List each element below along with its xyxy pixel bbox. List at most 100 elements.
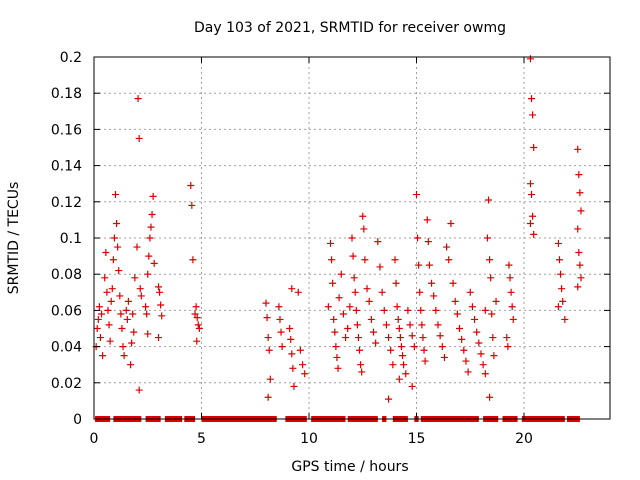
data-point xyxy=(393,303,401,311)
data-point xyxy=(468,303,476,311)
data-point xyxy=(133,243,141,251)
data-point xyxy=(555,256,563,264)
data-point xyxy=(453,310,461,318)
data-point xyxy=(481,306,489,314)
data-point xyxy=(290,382,298,390)
data-point xyxy=(485,196,493,204)
data-point xyxy=(288,350,296,358)
data-point xyxy=(505,261,513,269)
data-point xyxy=(526,55,534,63)
data-point xyxy=(137,292,145,300)
data-point xyxy=(443,243,451,251)
data-point xyxy=(391,256,399,264)
data-point xyxy=(359,212,367,220)
data-point xyxy=(339,310,347,318)
data-point xyxy=(365,297,373,305)
data-point xyxy=(475,339,483,347)
data-point xyxy=(155,334,162,342)
data-point xyxy=(264,393,272,401)
data-point xyxy=(98,310,106,318)
data-point xyxy=(157,301,165,309)
data-point xyxy=(434,321,442,329)
data-point xyxy=(287,335,295,343)
data-point xyxy=(103,288,111,296)
data-point xyxy=(332,343,340,351)
data-point xyxy=(124,297,132,305)
data-point xyxy=(115,267,123,275)
data-point xyxy=(575,248,583,256)
data-point xyxy=(349,252,357,260)
data-point xyxy=(374,238,382,246)
data-point xyxy=(194,321,202,329)
data-point xyxy=(423,216,431,224)
data-point xyxy=(114,243,122,251)
data-point xyxy=(424,238,432,246)
data-point xyxy=(408,332,416,340)
data-point xyxy=(191,310,199,318)
data-point xyxy=(112,191,119,199)
data-point xyxy=(296,346,304,354)
data-point xyxy=(144,270,152,278)
data-point xyxy=(361,256,369,264)
data-point xyxy=(481,370,489,378)
data-point xyxy=(351,288,359,296)
x-tick-label: 15 xyxy=(408,431,426,447)
data-point xyxy=(328,256,336,264)
data-point xyxy=(399,352,407,360)
data-point xyxy=(420,346,428,354)
data-point xyxy=(575,171,583,179)
data-point xyxy=(413,191,420,199)
data-point xyxy=(333,353,341,361)
data-point xyxy=(294,288,302,296)
data-point xyxy=(483,234,491,242)
data-point xyxy=(576,261,584,269)
data-point xyxy=(342,334,350,342)
y-tick-label: 0.08 xyxy=(51,267,82,283)
y-tick-label: 0 xyxy=(73,412,82,428)
data-point xyxy=(438,343,446,351)
data-point xyxy=(419,334,427,342)
data-point xyxy=(358,368,366,376)
data-point xyxy=(193,314,201,322)
data-point xyxy=(385,395,393,403)
data-point xyxy=(131,274,139,282)
data-point xyxy=(458,335,466,343)
data-point xyxy=(142,303,150,311)
data-point xyxy=(414,234,422,242)
data-point xyxy=(406,321,414,329)
data-point xyxy=(188,201,196,209)
data-point xyxy=(276,315,284,323)
x-tick-label: 0 xyxy=(90,431,99,447)
data-point xyxy=(530,230,538,238)
data-point xyxy=(122,306,130,314)
data-point xyxy=(574,225,582,233)
data-point xyxy=(389,361,397,369)
data-point xyxy=(148,210,156,218)
data-point xyxy=(557,270,565,278)
data-point xyxy=(288,285,296,293)
data-point xyxy=(110,234,118,242)
data-point xyxy=(528,191,536,199)
y-tick-label: 0.04 xyxy=(51,340,82,356)
data-point xyxy=(119,343,127,351)
data-point xyxy=(554,239,562,247)
data-point xyxy=(301,370,309,378)
data-point xyxy=(127,361,135,369)
x-tick-label: 10 xyxy=(300,431,318,447)
data-point xyxy=(445,256,453,264)
x-axis-label: GPS time / hours xyxy=(291,459,408,475)
y-axis-label: SRMTID / TECUs xyxy=(6,182,22,295)
data-point xyxy=(95,303,103,311)
data-point xyxy=(107,297,115,305)
data-point xyxy=(263,314,271,322)
data-point xyxy=(530,144,538,151)
data-point xyxy=(492,297,500,305)
data-point xyxy=(120,352,128,360)
data-point xyxy=(559,297,567,305)
data-point xyxy=(577,274,585,282)
data-point xyxy=(574,145,582,153)
data-point xyxy=(378,288,386,296)
y-tick-label: 0.02 xyxy=(51,376,82,392)
data-point xyxy=(392,279,400,287)
data-point xyxy=(447,220,455,228)
